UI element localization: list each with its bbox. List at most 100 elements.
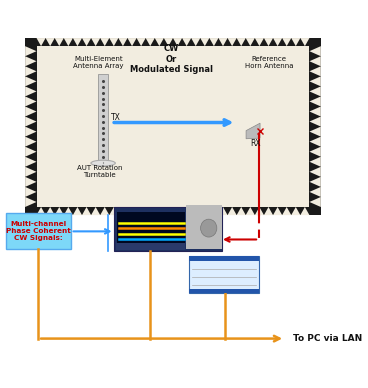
Polygon shape <box>127 38 137 46</box>
Bar <box>117 212 185 244</box>
Polygon shape <box>82 38 91 46</box>
Polygon shape <box>25 46 36 56</box>
Polygon shape <box>164 207 173 215</box>
Polygon shape <box>237 38 246 46</box>
Polygon shape <box>91 38 100 46</box>
Polygon shape <box>137 207 146 215</box>
Polygon shape <box>100 207 109 215</box>
Polygon shape <box>155 207 164 215</box>
Polygon shape <box>118 38 127 46</box>
Polygon shape <box>309 76 321 87</box>
Polygon shape <box>155 38 164 46</box>
Polygon shape <box>25 87 36 97</box>
Polygon shape <box>146 38 155 46</box>
Polygon shape <box>273 207 282 215</box>
Text: Reference
Horn Antenna: Reference Horn Antenna <box>245 56 293 69</box>
Polygon shape <box>264 38 273 46</box>
Polygon shape <box>73 38 82 46</box>
Polygon shape <box>25 76 36 87</box>
Polygon shape <box>300 207 309 215</box>
Bar <box>116 243 185 250</box>
Text: RX: RX <box>251 139 261 148</box>
Polygon shape <box>300 38 309 46</box>
Bar <box>186 205 222 249</box>
Polygon shape <box>118 207 127 215</box>
Text: TX: TX <box>111 113 121 122</box>
Polygon shape <box>219 207 227 215</box>
Polygon shape <box>200 207 209 215</box>
Polygon shape <box>255 38 264 46</box>
Polygon shape <box>146 207 155 215</box>
Polygon shape <box>91 207 100 215</box>
Polygon shape <box>82 207 91 215</box>
Polygon shape <box>309 157 321 167</box>
Polygon shape <box>227 38 237 46</box>
Polygon shape <box>191 38 200 46</box>
Polygon shape <box>182 38 191 46</box>
Polygon shape <box>109 207 118 215</box>
Polygon shape <box>55 38 64 46</box>
Text: To PC via LAN: To PC via LAN <box>293 334 362 343</box>
Polygon shape <box>25 197 36 207</box>
Polygon shape <box>309 147 321 157</box>
Polygon shape <box>64 207 73 215</box>
Text: CW
Or
Modulated Signal: CW Or Modulated Signal <box>130 44 213 74</box>
Polygon shape <box>200 38 209 46</box>
Polygon shape <box>264 207 273 215</box>
Polygon shape <box>309 46 321 56</box>
Bar <box>6 213 71 249</box>
Polygon shape <box>191 207 200 215</box>
Polygon shape <box>25 116 36 126</box>
Polygon shape <box>309 167 321 177</box>
Polygon shape <box>25 187 36 197</box>
Text: Multi-channel
Phase Coherent
CW Signals:: Multi-channel Phase Coherent CW Signals: <box>6 222 71 241</box>
Polygon shape <box>25 56 36 66</box>
Polygon shape <box>246 207 255 215</box>
Polygon shape <box>227 207 237 215</box>
Polygon shape <box>46 38 55 46</box>
Polygon shape <box>246 38 255 46</box>
Polygon shape <box>46 207 55 215</box>
Polygon shape <box>182 207 191 215</box>
Polygon shape <box>219 38 227 46</box>
Polygon shape <box>291 38 300 46</box>
Text: AUT Rotation
Turntable: AUT Rotation Turntable <box>77 165 123 178</box>
Polygon shape <box>309 97 321 106</box>
Polygon shape <box>173 207 182 215</box>
Polygon shape <box>25 126 36 137</box>
Polygon shape <box>309 197 321 207</box>
Bar <box>25 38 321 215</box>
Polygon shape <box>255 207 264 215</box>
Polygon shape <box>109 38 118 46</box>
Bar <box>98 74 108 161</box>
Polygon shape <box>173 38 182 46</box>
Polygon shape <box>309 87 321 97</box>
Polygon shape <box>291 207 300 215</box>
Polygon shape <box>309 116 321 126</box>
Polygon shape <box>25 177 36 187</box>
Polygon shape <box>25 157 36 167</box>
Bar <box>114 207 222 251</box>
Polygon shape <box>246 123 260 139</box>
Polygon shape <box>25 97 36 106</box>
Polygon shape <box>282 207 291 215</box>
Polygon shape <box>209 207 219 215</box>
Polygon shape <box>209 38 219 46</box>
Bar <box>189 256 259 261</box>
Bar <box>189 256 259 293</box>
Polygon shape <box>100 38 109 46</box>
Polygon shape <box>25 167 36 177</box>
Polygon shape <box>25 106 36 116</box>
Bar <box>189 289 259 293</box>
Polygon shape <box>25 66 36 76</box>
Polygon shape <box>237 207 246 215</box>
Polygon shape <box>309 126 321 137</box>
Polygon shape <box>282 38 291 46</box>
Polygon shape <box>55 207 64 215</box>
Polygon shape <box>127 207 137 215</box>
Polygon shape <box>309 56 321 66</box>
Ellipse shape <box>91 160 115 166</box>
Polygon shape <box>36 38 46 46</box>
Polygon shape <box>25 137 36 147</box>
Text: Multi-Element
Antenna Array: Multi-Element Antenna Array <box>73 56 124 69</box>
